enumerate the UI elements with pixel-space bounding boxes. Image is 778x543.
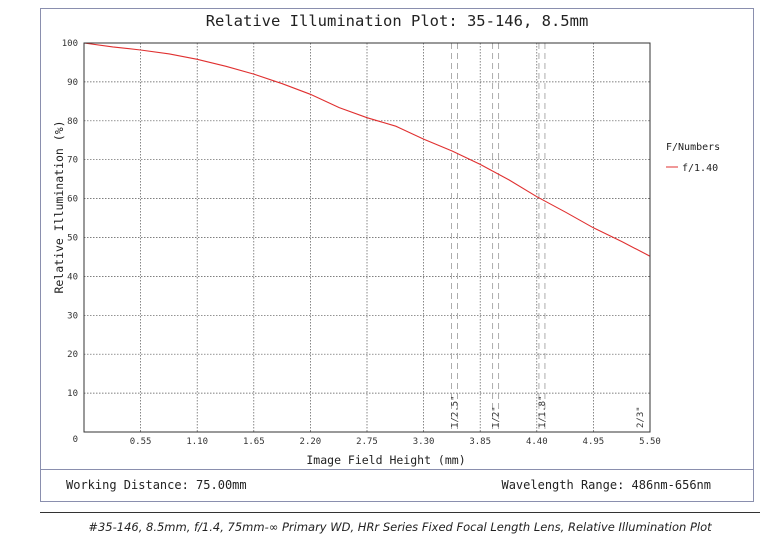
legend-title: F/Numbers [666, 142, 720, 153]
x-tick-label: 3.85 [469, 437, 491, 447]
footer-box [40, 469, 754, 502]
legend-entry-f1-40: f/1.40 [682, 163, 718, 174]
y-axis-label: Relative Illumination (%) [52, 120, 66, 293]
x-tick-label: 2.20 [300, 437, 322, 447]
x-tick-label: 2.75 [356, 437, 378, 447]
figure-frame [40, 8, 754, 502]
series-layer [83, 42, 651, 257]
plot-area-border [83, 42, 651, 433]
y-tick-label: 80 [67, 117, 78, 127]
figure-caption: #35-146, 8.5mm, f/1.4, 75mm-∞ Primary WD… [88, 520, 712, 534]
y-tick-label: 60 [67, 195, 78, 205]
grid-layer [84, 43, 650, 432]
y-tick-label: 100 [62, 39, 78, 49]
sensor-marker-layer: 1/2.5" 1/2" 1/1.8" 2/3" [450, 43, 646, 432]
chart-title: Relative Illumination Plot: 35-146, 8.5m… [206, 12, 589, 30]
y-tick-label: 50 [67, 234, 78, 244]
y-tick-label: 70 [67, 156, 78, 166]
x-axis-label: Image Field Height (mm) [306, 453, 465, 467]
y-tick-label: 0 [73, 435, 78, 445]
sensor-marker-label: 1/1.8" [538, 395, 548, 428]
x-tick-label: 1.65 [243, 437, 265, 447]
y-tick-label: 20 [67, 350, 78, 360]
sensor-marker-label: 1/2" [492, 406, 502, 428]
x-tick-label: 0.55 [130, 437, 152, 447]
x-tick-label: 3.30 [413, 437, 435, 447]
tick-label-layer: 0 10 20 30 40 50 60 70 80 90 100 0.55 1.10 1.65 2.20 2.… [62, 39, 661, 447]
sensor-marker-label: 2/3" [636, 406, 646, 428]
working-distance-text: Working Distance: 75.00mm [66, 478, 247, 492]
sensor-marker-label: 1/2.5" [450, 395, 460, 428]
relative-illumination-chart: 1/2.5" 1/2" 1/1.8" 2/3" 0 10 20 30 40 50 60 70 80 90… [52, 12, 720, 467]
y-tick-label: 90 [67, 78, 78, 88]
x-tick-label: 5.50 [639, 437, 661, 447]
x-tick-label: 4.40 [526, 437, 548, 447]
x-tick-label: 1.10 [186, 437, 208, 447]
y-tick-label: 10 [67, 389, 78, 399]
caption-divider [40, 512, 760, 513]
x-tick-label: 4.95 [583, 437, 605, 447]
y-tick-label: 40 [67, 272, 78, 282]
y-tick-label: 30 [67, 311, 78, 321]
series-line-f1-40 [83, 42, 651, 257]
wavelength-range-text: Wavelength Range: 486nm-656nm [501, 478, 711, 492]
